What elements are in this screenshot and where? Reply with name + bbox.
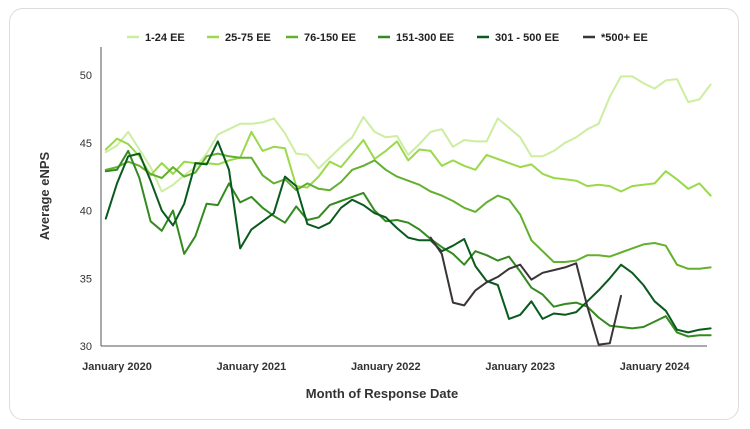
legend-item: 1-24 EE [127,32,185,44]
x-tick-label: January 2023 [485,361,555,373]
y-tick-label: 50 [80,70,92,82]
legend-label: 151-300 EE [396,32,454,44]
legend-item: 76-150 EE [286,32,356,44]
x-tick-label: January 2021 [217,361,287,373]
x-axis-title: Month of Response Date [306,386,458,401]
series-line-3 [104,152,712,270]
series-line-6 [429,236,622,346]
y-tick-label: 35 [80,273,92,285]
series-line-1 [104,75,712,193]
legend-item: *500+ EE [583,32,648,44]
legend-item: 301 - 500 EE [477,32,559,44]
y-tick-label: 45 [80,138,92,150]
y-tick-label: 40 [80,206,92,218]
axes [100,47,707,347]
x-tick-label: January 2020 [82,361,152,373]
legend-label: 76-150 EE [304,32,356,44]
series-line-4 [104,149,712,338]
x-tick-labels: January 2020 January 2021 January 2022 Janu… [82,361,690,373]
legend-item: 151-300 EE [378,32,454,44]
series-lines [104,75,712,346]
y-axis-title: Average eNPS [37,151,52,240]
legend-label: 301 - 500 EE [495,32,559,44]
x-tick-label: January 2024 [620,361,691,373]
series-line-5 [104,140,712,334]
x-tick-label: January 2022 [351,361,421,373]
legend-item: 25-75 EE [207,32,271,44]
legend-label: 25-75 EE [225,32,271,44]
legend-label: *500+ EE [601,32,648,44]
legend: 1-24 EE 25-75 EE 76-150 EE 151-300 EE 301 - … [127,32,648,44]
y-tick-label: 30 [80,341,92,353]
y-tick-labels: 30 35 40 45 50 [80,70,92,353]
legend-label: 1-24 EE [145,32,185,44]
